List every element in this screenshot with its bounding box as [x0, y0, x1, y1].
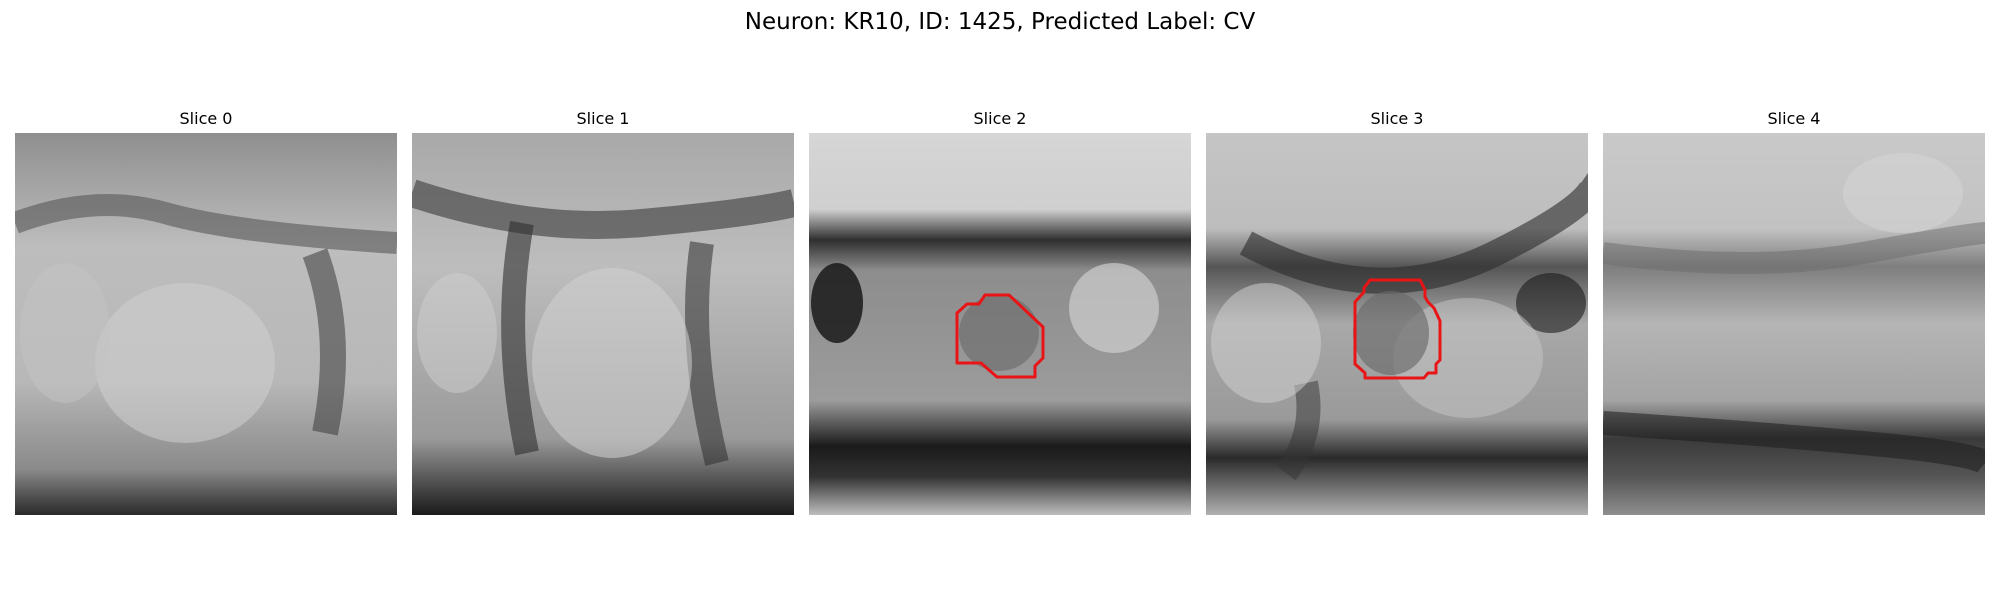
- synapse-contour-2: [955, 293, 1045, 379]
- slice-panel-4: Slice 4: [1603, 108, 1985, 515]
- slice-image-4: [1603, 133, 1985, 515]
- synapse-contour-3: [1353, 278, 1442, 380]
- slice-title-3: Slice 3: [1370, 109, 1424, 128]
- slice-image-0: [15, 133, 397, 515]
- slice-panel-0: Slice 0: [15, 108, 397, 515]
- slice-title-2: Slice 2: [973, 109, 1027, 128]
- slice-image-2: [809, 133, 1191, 515]
- figure-title: Neuron: KR10, ID: 1425, Predicted Label:…: [744, 9, 1256, 35]
- slice-title-4: Slice 4: [1767, 109, 1821, 128]
- slice-title-1: Slice 1: [576, 109, 630, 128]
- slice-image-1: [412, 133, 794, 515]
- slice-panel-3: Slice 3: [1206, 108, 1588, 515]
- slice-panel-2: Slice 2: [809, 108, 1191, 515]
- slice-title-0: Slice 0: [179, 109, 233, 128]
- slice-panel-1: Slice 1: [412, 108, 794, 515]
- slice-image-3: [1206, 133, 1588, 515]
